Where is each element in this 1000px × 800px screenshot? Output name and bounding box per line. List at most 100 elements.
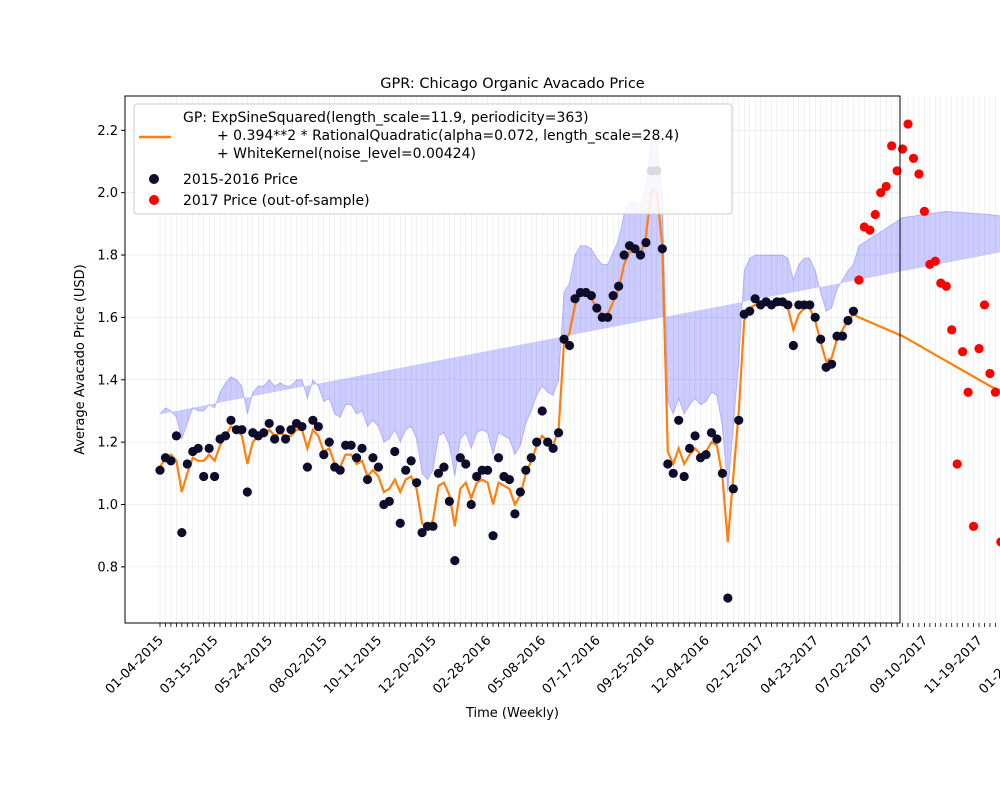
train-point [270, 434, 280, 444]
test-point [887, 141, 897, 151]
test-point [990, 387, 1000, 397]
train-point [674, 415, 684, 425]
train-points [155, 166, 859, 603]
train-point [630, 244, 640, 254]
train-point [199, 471, 209, 482]
train-point [701, 450, 711, 460]
train-point [346, 440, 356, 450]
y-tick-label: 1.4 [97, 373, 118, 388]
train-point [548, 443, 558, 453]
train-point [182, 459, 192, 469]
train-point [428, 521, 438, 531]
test-point [881, 181, 891, 192]
train-point [493, 453, 504, 463]
train-point [171, 431, 181, 441]
train-point [848, 306, 859, 316]
train-point [515, 487, 525, 497]
train-point [619, 250, 629, 260]
train-point [712, 434, 722, 444]
train-point [472, 471, 482, 482]
y-tick-label: 2.0 [97, 186, 118, 201]
grid [125, 96, 996, 623]
test-point [941, 281, 951, 291]
train-point [351, 453, 362, 463]
train-point [406, 456, 416, 466]
test-point [876, 188, 886, 198]
train-point [401, 465, 411, 475]
test-point [985, 368, 995, 379]
y-axis-label: Average Avacado Price (USD) [73, 264, 88, 455]
y-tick-label: 1.6 [97, 311, 118, 326]
train-point [166, 456, 176, 466]
train-point [226, 415, 236, 425]
test-point [947, 325, 957, 335]
legend-test-swatch [149, 195, 159, 205]
test-point [968, 521, 979, 531]
train-point [734, 415, 744, 425]
gp-mean-line [159, 187, 1000, 542]
train-point [488, 531, 498, 541]
train-point [564, 340, 575, 351]
train-point [390, 446, 400, 457]
test-point [914, 169, 924, 179]
test-point [996, 537, 1000, 547]
train-point [444, 496, 454, 506]
train-point [483, 465, 493, 475]
train-point [319, 450, 329, 460]
legend: GP: ExpSineSquared(length_scale=11.9, pe… [133, 103, 733, 215]
train-point [461, 459, 471, 469]
train-point [816, 334, 826, 344]
train-point [745, 306, 755, 316]
test-point [963, 387, 973, 397]
train-point [177, 527, 187, 538]
train-point [373, 462, 383, 472]
train-point [690, 431, 700, 441]
test-point [903, 119, 913, 129]
train-point [608, 290, 618, 301]
train-point [466, 499, 476, 510]
test-point [854, 275, 864, 285]
legend-train-label: 2015-2016 Price [183, 172, 298, 188]
train-point [532, 437, 542, 447]
train-point [324, 437, 334, 447]
train-point [685, 443, 695, 453]
train-point [280, 434, 291, 444]
confidence-band [159, 138, 1000, 493]
legend-gp-line-3: + WhiteKernel(noise_level=0.00424) [217, 146, 476, 162]
train-point [220, 431, 231, 441]
test-point [958, 347, 968, 357]
y-tick-label: 0.8 [97, 560, 118, 575]
train-point [455, 453, 465, 463]
train-point [663, 459, 673, 469]
train-point [335, 465, 345, 475]
train-point [586, 290, 596, 301]
train-point [728, 484, 738, 494]
train-point [313, 421, 323, 432]
train-point [297, 421, 307, 432]
train-point [510, 509, 520, 519]
train-point [259, 428, 269, 438]
train-point [679, 471, 689, 482]
train-point [570, 294, 580, 304]
chart-title: GPR: Chicago Organic Avacado Price [380, 76, 645, 92]
train-point [439, 462, 449, 472]
y-tick-label: 2.2 [97, 124, 118, 139]
y-axis: 0.8 1.0 1.2 1.4 1.6 1.8 2.0 2.2 [97, 124, 125, 575]
train-point [521, 465, 531, 475]
test-point [919, 206, 930, 216]
test-point [897, 144, 908, 154]
train-point [242, 487, 252, 497]
legend-box [133, 103, 733, 215]
train-point [384, 496, 394, 506]
train-point [264, 418, 274, 429]
train-point [537, 406, 547, 416]
train-point [723, 593, 733, 603]
train-point [237, 425, 247, 435]
train-point [657, 244, 667, 254]
test-point [979, 300, 990, 310]
plot-frame [124, 95, 901, 624]
train-point [417, 527, 427, 538]
train-point [837, 331, 848, 341]
legend-test-label: 2017 Price (out-of-sample) [183, 193, 370, 209]
train-point [275, 425, 285, 435]
